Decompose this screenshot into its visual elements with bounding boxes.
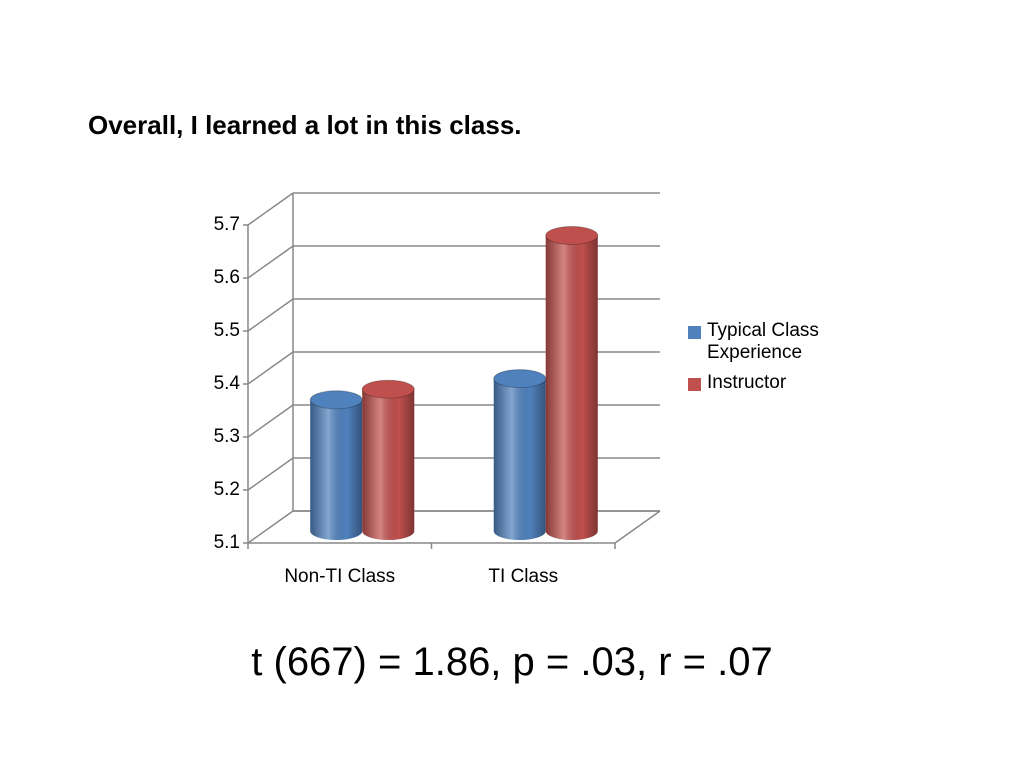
legend-item: Typical Class Experience xyxy=(688,320,858,364)
side-grid-line xyxy=(247,404,294,438)
y-tick-label: 5.2 xyxy=(214,479,240,500)
x-tick-label: Non-TI Class xyxy=(284,566,395,587)
side-grid-line xyxy=(247,298,294,332)
bar-top xyxy=(309,390,363,410)
bar-shade xyxy=(310,399,363,540)
side-grid-line xyxy=(247,245,294,279)
annotation: t (667) = 1.86, p = .03, r = .07 xyxy=(251,640,773,684)
bar-shade xyxy=(362,389,415,540)
bar-shade xyxy=(493,378,546,540)
legend-item: Instructor xyxy=(688,372,858,394)
y-tick-label: 5.1 xyxy=(214,532,240,553)
bar-top xyxy=(493,369,547,389)
y-tick-label: 5.4 xyxy=(214,373,241,394)
bar-top xyxy=(545,226,599,245)
bar-top xyxy=(361,379,415,399)
side-grid-line xyxy=(247,192,294,226)
y-tick-label: 5.3 xyxy=(214,426,240,447)
y-tick-label: 5.7 xyxy=(214,214,240,235)
legend: Typical Class Experience Instructor xyxy=(688,320,858,402)
x-tick-label: TI Class xyxy=(488,566,558,587)
y-tick-label: 5.5 xyxy=(214,320,240,341)
floor-right xyxy=(614,510,661,544)
legend-label: Typical Class Experience xyxy=(707,320,819,363)
y-tick-label: 5.6 xyxy=(214,267,240,288)
legend-swatch xyxy=(688,378,701,391)
side-grid-line xyxy=(247,457,294,491)
slide-title: Overall, I learned a lot in this class. xyxy=(88,110,522,140)
side-grid-line xyxy=(247,510,294,544)
side-grid-line xyxy=(247,351,294,385)
bar-shade xyxy=(545,235,598,540)
legend-swatch xyxy=(688,326,701,339)
legend-label: Instructor xyxy=(707,372,787,393)
